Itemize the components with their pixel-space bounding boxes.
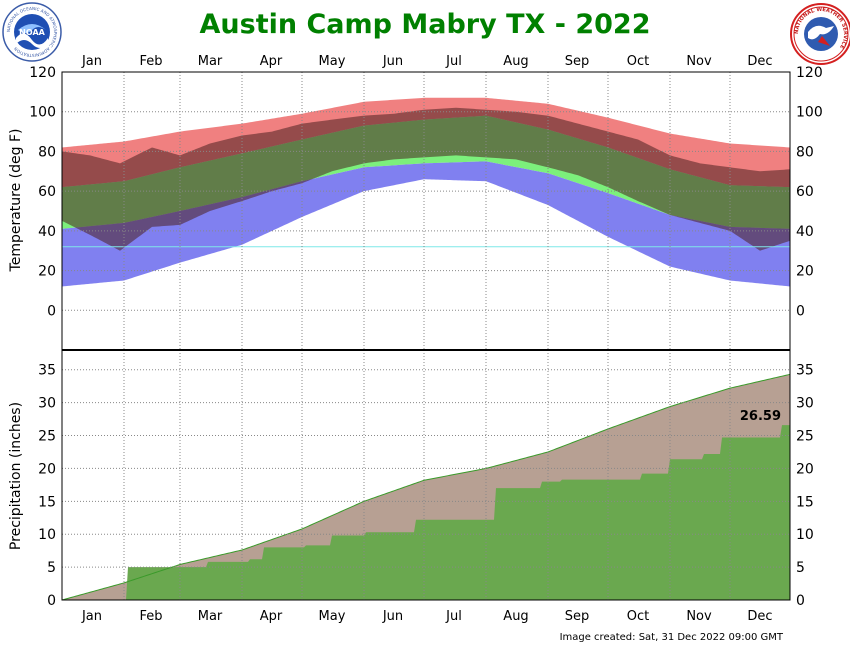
precipitation-tick-label-right: 15 <box>796 494 814 510</box>
precipitation-axis-label: Precipitation (inches) <box>8 402 24 550</box>
precipitation-tick-label-left: 15 <box>38 494 56 510</box>
temperature-tick-label-left: 120 <box>29 65 56 81</box>
top-month-label: Jan <box>81 54 102 69</box>
bottom-month-label: Feb <box>139 609 162 624</box>
precipitation-tick-label-right: 0 <box>796 593 805 609</box>
top-month-label: Jun <box>382 54 403 69</box>
bottom-month-label: Nov <box>686 609 712 624</box>
image-created-footer: Image created: Sat, 31 Dec 2022 09:00 GM… <box>560 632 784 643</box>
chart-title: Austin Camp Mabry TX - 2022 <box>200 9 651 40</box>
bottom-month-label: Dec <box>747 609 772 624</box>
bottom-month-label: Sep <box>565 609 590 624</box>
noaa-logo: NATIONAL OCEANIC AND ATMOSPHERIC ADMINIS… <box>2 2 62 62</box>
temperature-tick-label-right: 0 <box>796 303 805 319</box>
precipitation-total-label: 26.59 <box>740 409 781 424</box>
noaa-logo-text: NOAA <box>19 28 45 37</box>
bottom-month-label: Jun <box>382 609 403 624</box>
actual-precipitation-area <box>62 425 790 600</box>
bottom-month-label: Jan <box>81 609 102 624</box>
top-month-label: Nov <box>686 54 712 69</box>
temperature-tick-label-right: 60 <box>796 184 814 200</box>
temperature-tick-label-left: 20 <box>38 264 56 280</box>
precipitation-tick-label-right: 30 <box>796 396 814 412</box>
temperature-tick-label-left: 60 <box>38 184 56 200</box>
precipitation-tick-label-left: 0 <box>47 593 56 609</box>
bottom-month-label: Jul <box>445 609 462 624</box>
bottom-month-label: Apr <box>260 609 283 624</box>
top-month-label: Dec <box>747 54 772 69</box>
temperature-tick-label-right: 80 <box>796 144 814 160</box>
temperature-tick-label-left: 0 <box>47 303 56 319</box>
normal-precipitation-line <box>62 373 790 600</box>
top-month-label: Apr <box>260 54 283 69</box>
precipitation-tick-label-left: 35 <box>38 363 56 379</box>
precipitation-tick-label-right: 35 <box>796 363 814 379</box>
precipitation-tick-label-left: 10 <box>38 527 56 543</box>
actual-temperature-band <box>62 107 790 251</box>
bottom-month-label: Oct <box>627 609 649 624</box>
precipitation-tick-label-left: 20 <box>38 461 56 477</box>
temperature-tick-label-right: 120 <box>796 65 823 81</box>
temperature-tick-label-left: 80 <box>38 144 56 160</box>
top-month-label: Sep <box>565 54 590 69</box>
precipitation-tick-label-right: 20 <box>796 461 814 477</box>
top-month-label: Jul <box>445 54 462 69</box>
temperature-tick-label-left: 40 <box>38 224 56 240</box>
top-month-label: Oct <box>627 54 649 69</box>
bottom-month-label: Aug <box>503 609 528 624</box>
temperature-axis-label: Temperature (deg F) <box>8 129 24 273</box>
temperature-tick-label-left: 100 <box>29 105 56 121</box>
precipitation-tick-label-right: 10 <box>796 527 814 543</box>
bottom-month-label: May <box>319 609 346 624</box>
top-month-label: May <box>319 54 346 69</box>
precipitation-tick-label-left: 30 <box>38 396 56 412</box>
nws-logo: NATIONAL WEATHER SERVICE <box>790 3 850 65</box>
precipitation-tick-label-right: 5 <box>796 560 805 576</box>
precipitation-tick-label-left: 25 <box>38 429 56 445</box>
temperature-tick-label-right: 40 <box>796 224 814 240</box>
precipitation-tick-label-left: 5 <box>47 560 56 576</box>
bottom-month-label: Mar <box>198 609 223 624</box>
top-month-label: Aug <box>503 54 528 69</box>
record-low-band <box>62 161 790 287</box>
top-month-label: Mar <box>198 54 223 69</box>
precipitation-tick-label-right: 25 <box>796 429 814 445</box>
top-month-label: Feb <box>139 54 162 69</box>
temperature-tick-label-right: 100 <box>796 105 823 121</box>
temperature-tick-label-right: 20 <box>796 264 814 280</box>
